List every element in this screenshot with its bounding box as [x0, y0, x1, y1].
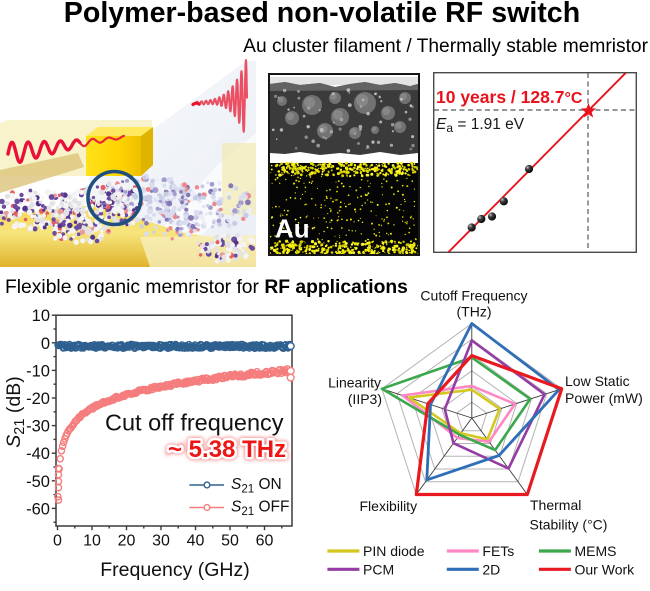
svg-text:S21 ON: S21 ON — [231, 476, 282, 496]
svg-text:Low Static: Low Static — [565, 373, 630, 389]
svg-text:S21 OFF: S21 OFF — [231, 499, 289, 518]
svg-text:Au: Au — [275, 214, 310, 244]
svg-text:-10: -10 — [26, 362, 50, 380]
svg-text:(IIP3): (IIP3) — [348, 391, 382, 407]
svg-text:30: 30 — [152, 532, 170, 549]
svg-text:Stability (°C): Stability (°C) — [530, 516, 608, 532]
svg-text:-20: -20 — [26, 390, 50, 408]
svg-text:40: 40 — [187, 532, 205, 549]
svg-text:0: 0 — [41, 335, 50, 353]
svg-text:2D: 2D — [482, 561, 500, 577]
svg-text:50: 50 — [221, 532, 239, 549]
svg-text:Flexibility: Flexibility — [360, 498, 418, 514]
svg-text:10 years / 128.7°C: 10 years / 128.7°C — [436, 87, 583, 107]
svg-text:Thermal: Thermal — [530, 497, 581, 513]
svg-text:0: 0 — [53, 532, 62, 549]
svg-text:Ea = 1.91 eV: Ea = 1.91 eV — [436, 116, 525, 135]
svg-text:10: 10 — [32, 307, 50, 325]
svg-text:(THz): (THz) — [457, 303, 492, 319]
svg-text:-40: -40 — [26, 445, 50, 463]
svg-text:-60: -60 — [26, 500, 50, 518]
svg-text:20: 20 — [118, 532, 136, 549]
svg-text:-50: -50 — [26, 473, 50, 491]
svg-text:Cutoff Frequency: Cutoff Frequency — [420, 287, 527, 303]
svg-text:S21 (dB): S21 (dB) — [3, 376, 28, 447]
svg-text:Power (mW): Power (mW) — [565, 390, 643, 406]
svg-text:~ 5.38 THz: ~ 5.38 THz — [168, 436, 286, 463]
svg-text:PCM: PCM — [363, 561, 394, 577]
svg-text:10: 10 — [83, 532, 101, 549]
svg-text:PIN diode: PIN diode — [363, 543, 425, 559]
svg-text:Frequency (GHz): Frequency (GHz) — [100, 559, 250, 581]
svg-text:-30: -30 — [26, 418, 50, 436]
svg-text:MEMS: MEMS — [575, 543, 617, 559]
svg-text:~ 5.38 THz: ~ 5.38 THz — [168, 436, 286, 463]
svg-text:60: 60 — [256, 532, 274, 549]
svg-text:Cut off frequency: Cut off frequency — [105, 410, 284, 436]
svg-text:Our Work: Our Work — [575, 561, 636, 577]
svg-text:Linearity: Linearity — [328, 374, 381, 390]
svg-text:~ 5.38 THz: ~ 5.38 THz — [168, 436, 286, 463]
svg-text:FETs: FETs — [482, 543, 514, 559]
